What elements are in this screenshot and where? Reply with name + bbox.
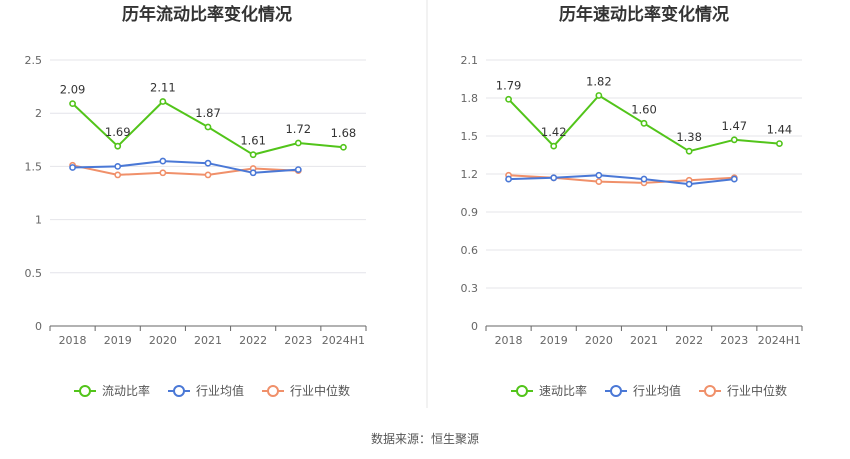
main-point [114,142,122,150]
industry-mean-point [204,159,212,167]
industry-mean-point [69,164,76,171]
data-label: 1.44 [767,123,793,137]
x-tick-label: 2021 [194,334,222,347]
industry-mean-point [294,166,302,173]
legend-item-industry-median: 行业中位数 [699,383,787,398]
x-tick-label: 2024H1 [322,334,365,347]
legend-label: 行业中位数 [290,383,350,398]
x-tick-label: 2018 [59,334,87,347]
data-label: 2.09 [60,83,86,97]
x-tick-label: 2022 [675,334,703,347]
industry-mean-point [595,171,603,179]
main-point [294,139,302,147]
quick-ratio-chart: 历年速动比率变化情况 0 0.3 0.6 0.9 1.2 1.5 1.8 2.1 2018 2019… [461,4,803,398]
legend-marker [173,385,185,397]
legend-marker [610,385,622,397]
industry-mean-point [114,162,122,170]
y-tick-label: 0 [471,320,478,333]
main-point [776,140,783,147]
legend-marker [516,385,528,397]
legend-item-main: 速动比率 [511,383,587,398]
legend-marker [704,385,716,397]
main-point [159,98,167,105]
industry-mean-point [249,169,257,177]
industry-median-point [159,169,167,177]
x-tick-label: 2022 [239,334,267,347]
main-point [69,100,76,108]
industry-median-point [114,171,122,179]
current-ratio-chart: 历年流动比率变化情况 0 0.5 1 1.5 2 2.5 2018 2019 2020 2021 20… [25,4,367,398]
main-point [340,143,347,151]
data-label: 1.68 [331,126,357,140]
y-tick-label: 0.3 [461,282,479,295]
industry-mean-point [505,175,512,183]
legend-label: 流动比率 [102,383,150,398]
data-label: 1.42 [541,125,567,139]
legend-label: 行业均值 [633,383,681,398]
main-point [204,123,212,131]
y-tick-label: 1.5 [25,160,43,173]
y-tick-label: 2.1 [461,54,479,67]
data-label: 1.82 [586,74,612,88]
x-tick-label: 2019 [104,334,132,347]
x-tick-label: 2021 [630,334,658,347]
data-label: 1.72 [285,122,311,136]
industry-median-point [595,178,603,185]
data-label: 1.38 [676,130,702,144]
x-tick-label: 2020 [585,334,613,347]
main-point [550,142,558,150]
legend-marker [267,385,279,397]
data-label: 1.61 [240,134,266,148]
x-tick-label: 2023 [284,334,312,347]
y-tick-label: 1.8 [461,92,479,105]
x-tick-label: 2023 [720,334,748,347]
industry-mean-point [159,157,167,165]
chart-title: 历年流动比率变化情况 [122,4,292,25]
legend-item-industry-mean: 行业均值 [605,383,681,398]
industry-mean-point [730,175,738,183]
y-tick-label: 2.5 [25,54,43,67]
y-tick-label: 1 [35,214,42,227]
x-tick-label: 2018 [495,334,523,347]
data-label: 1.87 [195,106,221,120]
y-tick-label: 0.6 [461,244,479,257]
legend-marker [79,385,91,397]
industry-mean-point [550,174,558,182]
main-point [595,92,603,99]
y-tick-label: 0.9 [461,206,479,219]
chart-title: 历年速动比率变化情况 [559,4,729,25]
source-label: 数据来源：恒生聚源 [371,431,479,446]
industry-mean-series-line [72,160,299,174]
industry-mean-point [640,175,648,183]
legend-item-main: 流动比率 [74,383,150,398]
main-point [730,136,738,144]
data-label: 1.79 [496,78,522,92]
legend-item-industry-median: 行业中位数 [262,383,350,398]
main-point [685,147,693,155]
data-label: 1.60 [631,102,657,116]
y-tick-label: 1.2 [461,168,479,181]
y-tick-label: 0 [35,320,42,333]
legend-label: 行业中位数 [727,383,787,398]
x-tick-label: 2024H1 [758,334,801,347]
y-tick-label: 0.5 [25,267,43,280]
x-tick-label: 2020 [149,334,177,347]
legend-item-industry-mean: 行业均值 [168,383,244,398]
y-tick-label: 2 [35,107,42,120]
legend-label: 行业均值 [196,383,244,398]
industry-mean-point [685,180,693,188]
data-label: 2.11 [150,80,176,94]
main-point [640,119,648,127]
y-tick-label: 1.5 [461,130,479,143]
industry-median-point [204,171,212,179]
data-label: 1.69 [105,125,131,139]
main-point [505,95,512,103]
legend-label: 速动比率 [539,383,587,398]
main-point [249,151,257,159]
x-tick-label: 2019 [540,334,568,347]
industry-median-series-line [72,164,299,176]
industry-mean-series-line [508,174,735,186]
data-label: 1.47 [721,119,747,133]
